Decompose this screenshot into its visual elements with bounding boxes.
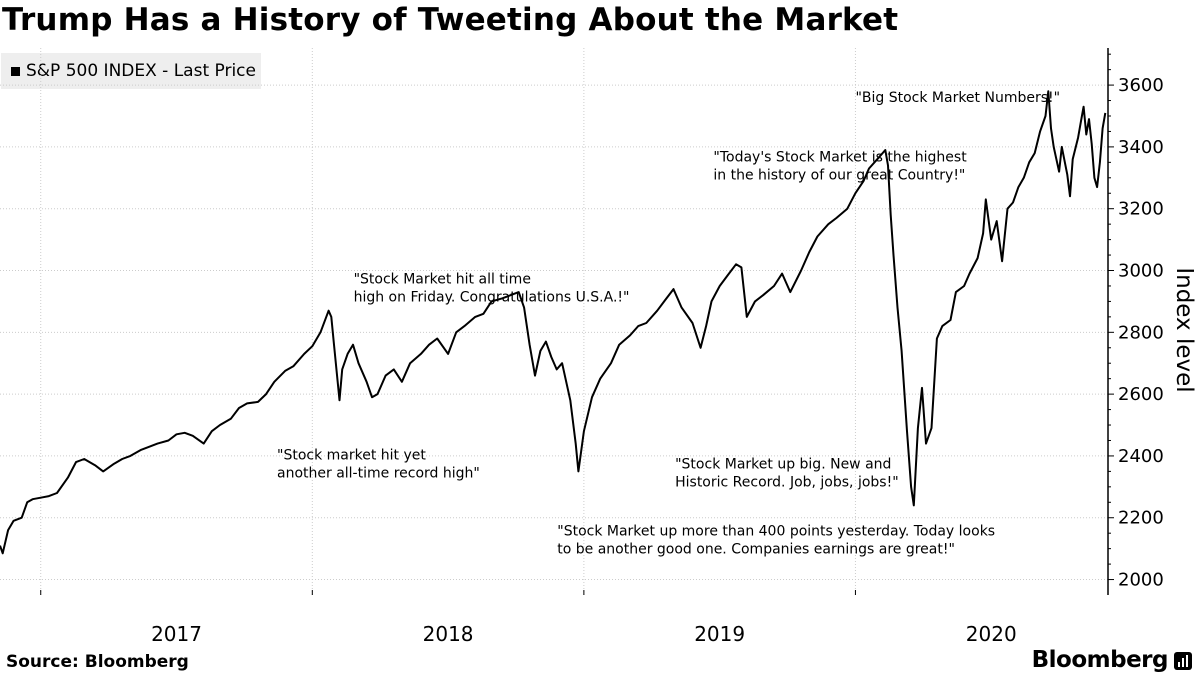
- annotation-line: another all-time record high": [277, 466, 480, 482]
- annotations: "Stock market hit yet another all-time re…: [277, 90, 1060, 558]
- bloomberg-icon: [1174, 652, 1192, 670]
- x-tick-label: 2018: [423, 622, 474, 646]
- annotation-4: "Stock Market up big. New and Historic Re…: [675, 457, 899, 491]
- annotation-3: "Stock Market up more than 400 points ye…: [557, 524, 995, 558]
- x-ticks: 2017 2018 2019 2020: [151, 622, 1017, 646]
- y-tick-label: 2400: [1118, 446, 1164, 467]
- brand-logo: Bloomberg: [1031, 647, 1169, 673]
- annotation-1: "Stock market hit yet another all-time re…: [277, 448, 480, 482]
- x-tick-label: 2019: [694, 622, 745, 646]
- annotation-line: "Big Stock Market Numbers!": [855, 90, 1060, 106]
- y-ticks: 2000 2200 2400 2600 2800 3000 3200 3400 3600: [1108, 53, 1164, 591]
- annotation-line: Historic Record. Job, jobs, jobs!": [675, 475, 899, 491]
- annotation-line: "Stock Market up big. New and: [675, 457, 891, 473]
- annotation-line: high on Friday. Congratulations U.S.A.!": [354, 289, 630, 305]
- y-tick-label: 3000: [1118, 261, 1164, 282]
- legend-swatch: [11, 66, 20, 76]
- y-tick-label: 2800: [1118, 322, 1164, 343]
- x-tick-label: 2017: [151, 622, 202, 646]
- series-line-sp500: [0, 90, 1107, 555]
- annotation-6: "Big Stock Market Numbers!": [855, 90, 1060, 106]
- annotation-line: "Stock Market hit all time: [354, 271, 531, 287]
- annotation-5: "Today's Stock Market is the highest in t…: [713, 149, 967, 183]
- annotation-line: "Today's Stock Market is the highest: [713, 149, 967, 165]
- y-tick-label: 3600: [1118, 75, 1164, 96]
- legend-label: S&P 500 INDEX - Last Price: [26, 61, 256, 81]
- annotation-line: to be another good one. Companies earnin…: [557, 542, 955, 558]
- y-tick-label: 2200: [1118, 508, 1164, 529]
- y-axis-label: Index level: [1171, 267, 1197, 392]
- y-tick-label: 3200: [1118, 199, 1164, 220]
- chart-legend: S&P 500 INDEX - Last Price: [1, 53, 261, 89]
- chart-title: Trump Has a History of Tweeting About th…: [2, 2, 899, 38]
- source-note: Source: Bloomberg: [6, 652, 189, 672]
- annotation-line: "Stock market hit yet: [277, 448, 426, 464]
- y-tick-label: 3400: [1118, 137, 1164, 158]
- annotation-2: "Stock Market hit all time high on Friday…: [354, 271, 630, 305]
- y-tick-label: 2000: [1118, 570, 1164, 591]
- annotation-line: in the history of our great Country!": [713, 167, 965, 183]
- x-tick-label: 2020: [966, 622, 1017, 646]
- y-tick-label: 2600: [1118, 384, 1164, 405]
- year-boundaries: [40, 48, 856, 595]
- annotation-line: "Stock Market up more than 400 points ye…: [557, 524, 995, 540]
